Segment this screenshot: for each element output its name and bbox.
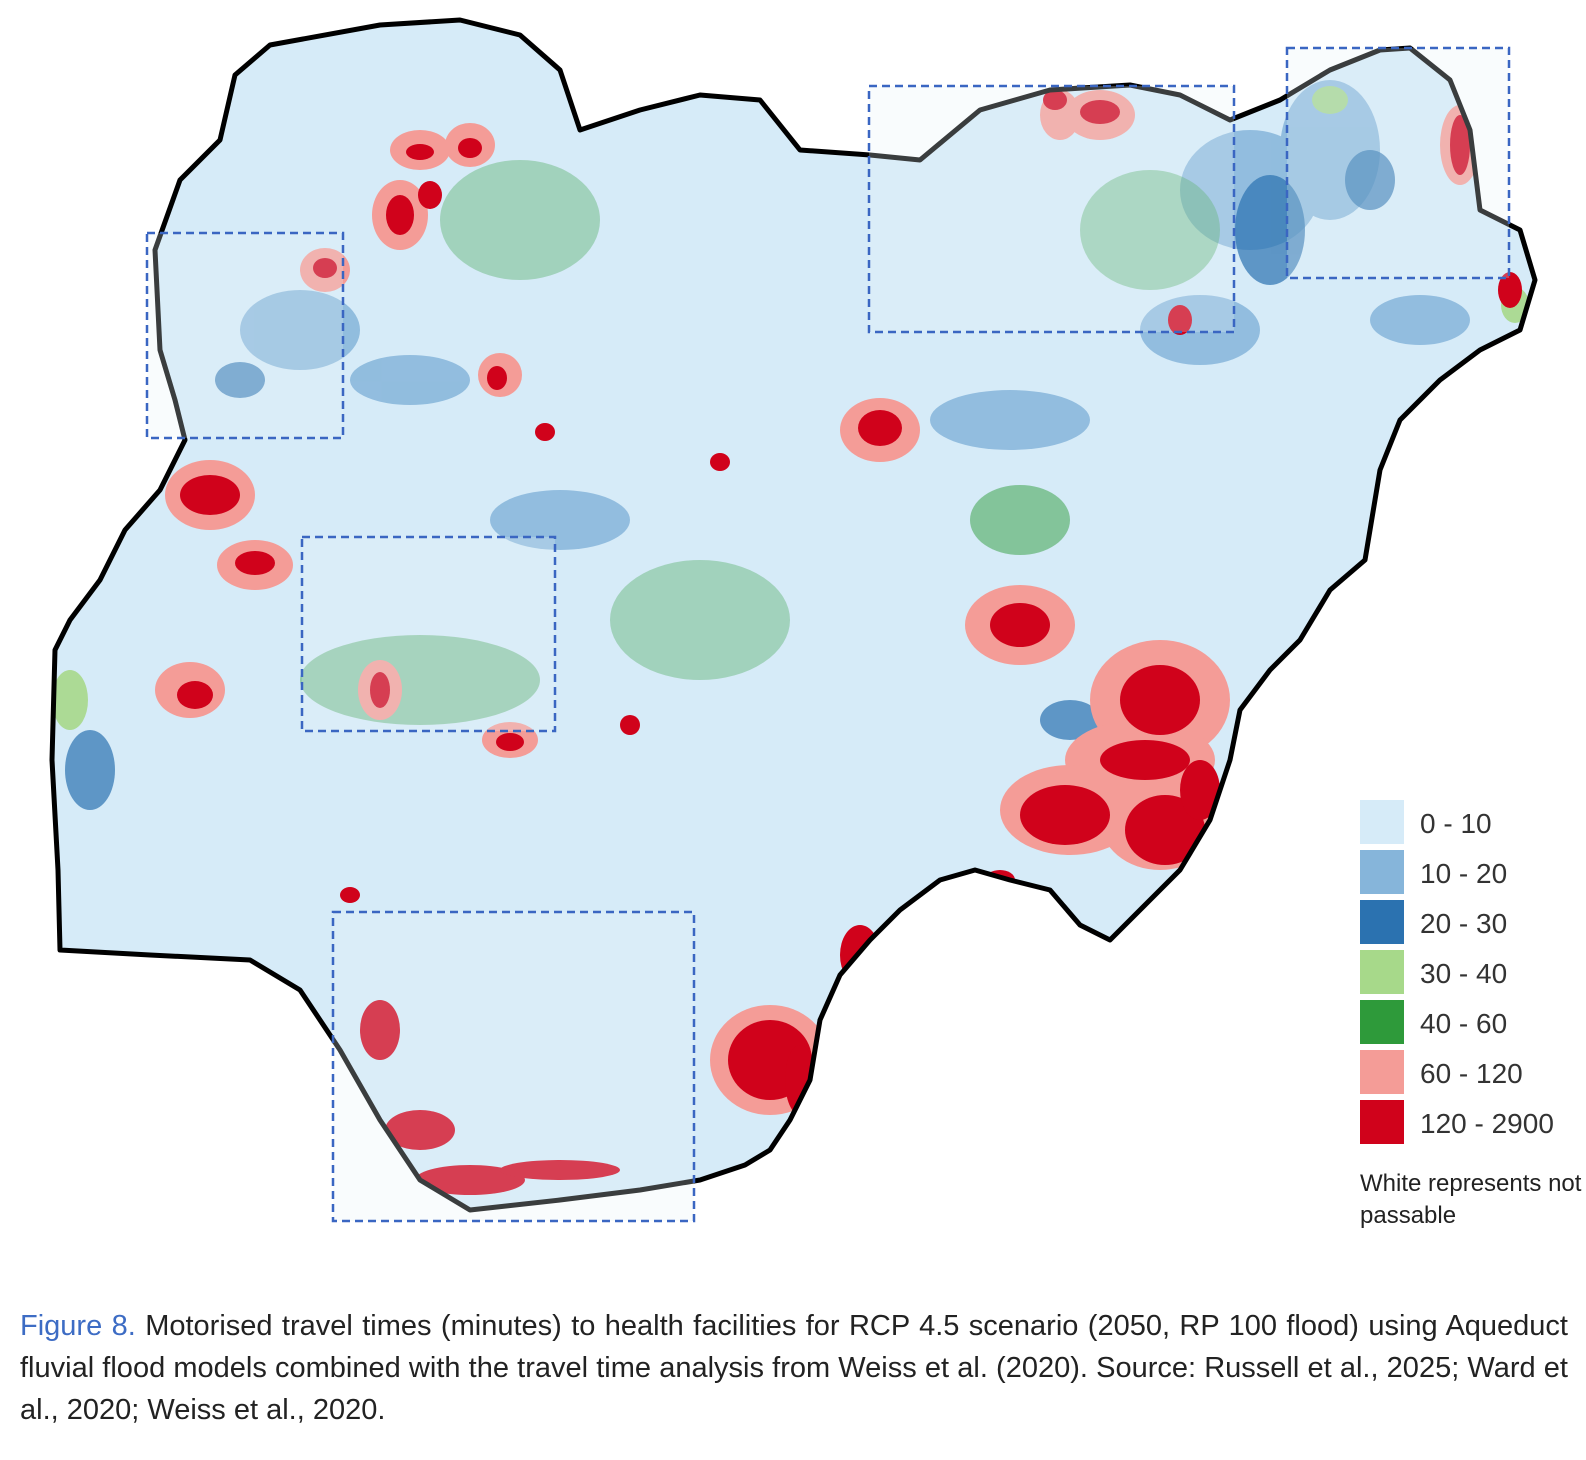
legend-label: 30 - 40	[1420, 958, 1508, 989]
legend-row: 60 - 120	[1360, 1050, 1580, 1100]
legend-swatch	[1360, 800, 1404, 844]
legend-label: 40 - 60	[1420, 1008, 1508, 1039]
legend-row: 40 - 60	[1360, 1000, 1580, 1050]
highlight-box-southwest	[331, 910, 696, 1223]
figure-caption: Figure 8. Motorised travel times (minute…	[20, 1305, 1568, 1431]
caption-text: Motorised travel times (minutes) to heal…	[20, 1310, 1568, 1426]
patches-30-60	[52, 86, 1529, 730]
legend-label: 10 - 20	[1420, 858, 1508, 889]
legend-row: 0 - 10	[1360, 800, 1580, 850]
highlight-box-northwest	[145, 231, 345, 440]
legend-swatch	[1360, 900, 1404, 944]
highlight-box-northeast	[1285, 46, 1511, 280]
legend-swatch	[1360, 1100, 1404, 1144]
patches-20-30	[65, 150, 1395, 810]
legend-swatch	[1360, 1000, 1404, 1044]
legend-row: 30 - 40	[1360, 950, 1580, 1000]
legend-note: White represents not passable	[1360, 1170, 1582, 1229]
highlight-box-north	[867, 84, 1236, 334]
legend-label: 0 - 10	[1420, 808, 1492, 839]
legend-swatch	[1360, 850, 1404, 894]
highlight-box-west-central	[300, 535, 557, 733]
legend-swatch	[1360, 950, 1404, 994]
travel-time-map	[49, 17, 1538, 1223]
legend: 0 - 10 10 - 20 20 - 30 30 - 40 40 - 60 6…	[1360, 800, 1580, 1150]
patches-120-2900	[177, 90, 1522, 1195]
legend-label: 120 - 2900	[1420, 1108, 1554, 1139]
legend-swatch	[1360, 1050, 1404, 1094]
legend-row: 20 - 30	[1360, 900, 1580, 950]
legend-label: 60 - 120	[1420, 1058, 1523, 1089]
legend-row: 10 - 20	[1360, 850, 1580, 900]
country-boundary	[49, 17, 1538, 1213]
legend-label: 20 - 30	[1420, 908, 1508, 939]
legend-row: 120 - 2900	[1360, 1100, 1580, 1150]
caption-label: Figure 8.	[20, 1310, 136, 1342]
highlight-boxes	[145, 46, 1511, 1223]
